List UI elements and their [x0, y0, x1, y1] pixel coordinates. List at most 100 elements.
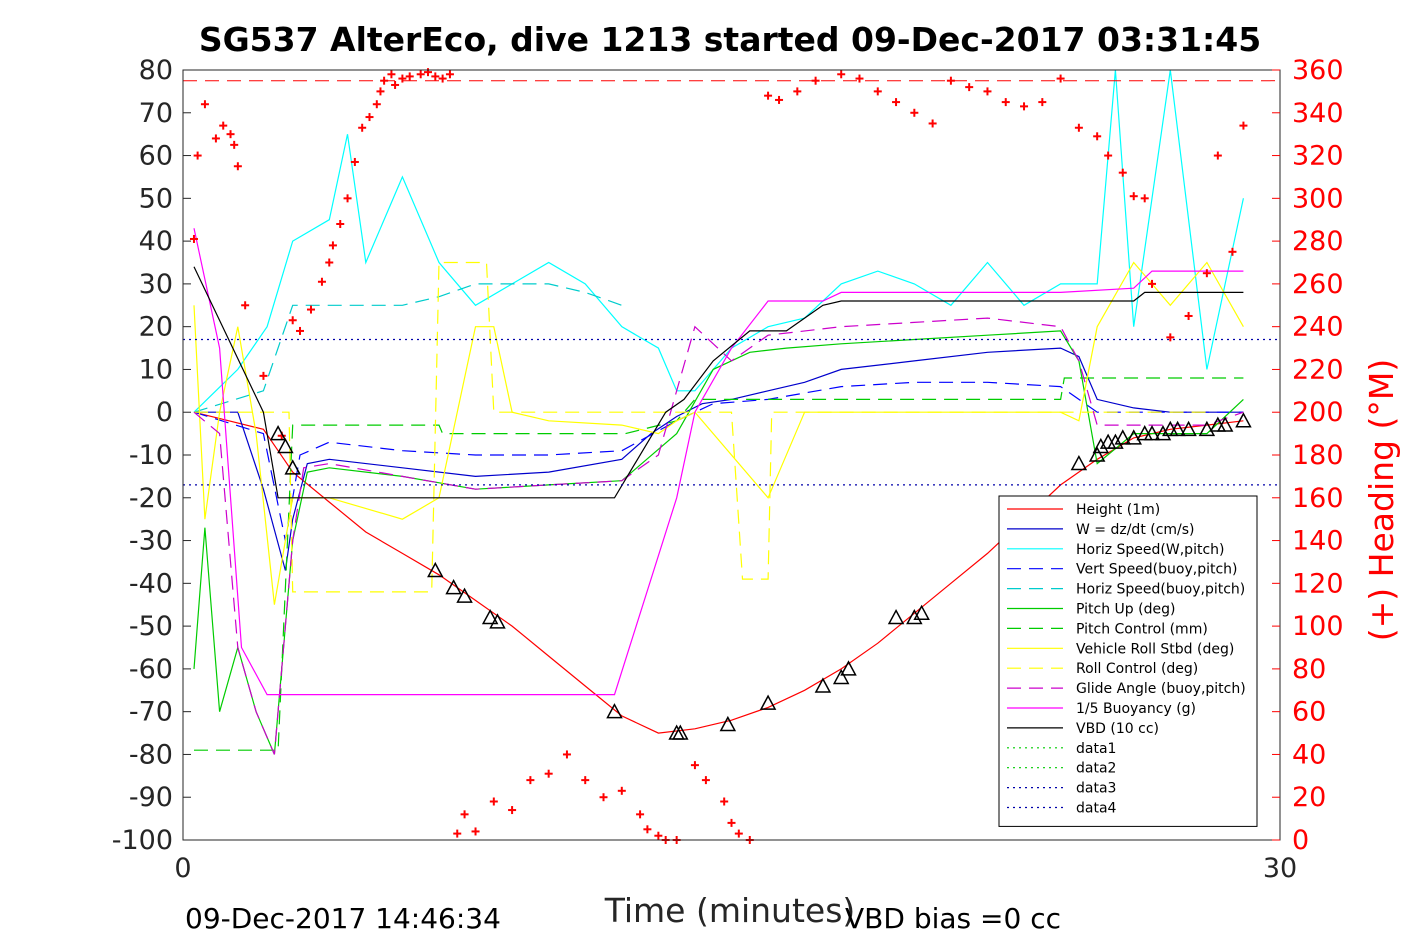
series-line-11 — [193, 266, 1244, 499]
y2-tick-label: 360 — [1292, 55, 1344, 86]
y-tick-label: -40 — [129, 568, 173, 599]
series-line-2 — [193, 69, 1244, 413]
heading-point — [1038, 98, 1047, 107]
series-line-8 — [194, 261, 1207, 593]
triangle-marker — [456, 587, 473, 603]
heading-point — [380, 76, 389, 85]
heading-point — [690, 761, 699, 770]
triangle-marker — [1180, 420, 1197, 437]
legend-label: Roll Control (deg) — [1076, 661, 1198, 677]
triangle-marker — [1154, 425, 1172, 441]
y2-tick-label: 140 — [1292, 526, 1344, 557]
triangle-marker — [719, 715, 737, 732]
triangle-marker — [427, 561, 444, 578]
heading-point — [391, 80, 400, 89]
legend-label: Horiz Speed(buoy,pitch) — [1076, 582, 1245, 598]
y2-tick-label: 20 — [1292, 782, 1326, 813]
heading-point — [219, 121, 228, 130]
triangle-marker — [1216, 416, 1234, 432]
heading-point — [398, 74, 407, 83]
heading-point — [1074, 123, 1083, 132]
heading-point — [296, 326, 305, 335]
heading-point — [460, 810, 469, 819]
y2-tick-label: 260 — [1292, 269, 1344, 300]
x-tick-label: 0 — [174, 853, 191, 884]
heading-point — [599, 793, 608, 802]
triangle-marker — [1169, 420, 1186, 437]
heading-point — [226, 130, 235, 139]
heading-point — [1001, 98, 1010, 107]
heading-point — [617, 786, 626, 795]
heading-point — [350, 157, 359, 166]
y2-tick-label: 240 — [1292, 312, 1344, 343]
y2-tick-label: 160 — [1292, 483, 1344, 514]
heading-point — [372, 100, 381, 109]
triangle-marker — [1107, 433, 1124, 449]
heading-point — [965, 83, 974, 92]
triangle-marker — [1143, 425, 1161, 441]
heading-point — [946, 76, 955, 85]
triangle-marker — [840, 660, 857, 676]
legend-label: data4 — [1076, 801, 1117, 817]
triangle-marker — [672, 724, 689, 740]
y-tick-label: 0 — [156, 397, 173, 428]
legend-label: Vert Speed(buoy,pitch) — [1076, 562, 1238, 578]
y-tick-label: -50 — [129, 611, 173, 642]
heading-point — [892, 98, 901, 107]
footer-timestamp: 09-Dec-2017 14:46:34 — [185, 902, 501, 935]
heading-point — [581, 776, 590, 785]
legend-label: Glide Angle (buoy,pitch) — [1076, 681, 1246, 697]
heading-point — [544, 769, 553, 778]
y2-tick-label: 120 — [1292, 568, 1344, 599]
heading-point — [764, 91, 773, 100]
y-tick-label: 50 — [139, 183, 173, 214]
heading-point — [1140, 194, 1149, 203]
legend-label: Vehicle Roll Stbd (deg) — [1076, 641, 1234, 657]
y-tick-label: 20 — [139, 312, 173, 343]
y2-axis-label: (+) Heading (°M) — [1362, 359, 1401, 641]
heading-point — [489, 797, 498, 806]
heading-point — [453, 829, 462, 838]
series-line-9 — [193, 317, 1244, 755]
heading-point — [343, 194, 352, 203]
heading-point — [508, 806, 517, 815]
y-tick-label: -60 — [129, 654, 173, 685]
y-tick-label: -90 — [129, 782, 173, 813]
heading-point — [1020, 102, 1029, 111]
heading-point — [654, 831, 663, 840]
heading-point — [387, 70, 396, 79]
triangle-marker — [832, 668, 850, 685]
y2-tick-label: 0 — [1292, 825, 1309, 856]
heading-point — [701, 776, 710, 785]
y-tick-label: -80 — [129, 739, 173, 770]
y-tick-label: -10 — [129, 440, 173, 471]
heading-point — [365, 113, 374, 122]
y-tick-label: 80 — [139, 55, 173, 86]
triangle-marker — [887, 608, 905, 625]
heading-point — [928, 119, 937, 128]
y2-tick-label: 340 — [1292, 98, 1344, 129]
triangle-marker — [1088, 446, 1106, 462]
x-tick-label: 30 — [1263, 853, 1297, 884]
heading-point — [526, 776, 535, 785]
y-axis-right: 3603403203002802602402202001801601401201… — [1272, 55, 1344, 856]
heading-point — [720, 797, 729, 806]
heading-point — [1104, 151, 1113, 160]
triangle-marker — [759, 694, 777, 710]
heading-point — [1228, 247, 1237, 256]
triangle-marker — [1092, 437, 1110, 454]
heading-point — [562, 750, 571, 759]
heading-point — [471, 827, 480, 836]
y-tick-label: -30 — [129, 526, 173, 557]
triangle-marker — [445, 579, 462, 595]
triangle-marker — [284, 459, 301, 475]
chart-title: SG537 AlterEco, dive 1213 started 09-Dec… — [199, 20, 1261, 59]
legend: Height (1m) W = dz/dt (cm/s) Horiz Speed(W… — [998, 495, 1258, 827]
legend-label: 1/5 Buoyancy (g) — [1076, 701, 1196, 717]
triangle-marker — [906, 608, 923, 625]
heading-point — [233, 162, 242, 171]
series-line-0 — [193, 411, 1244, 734]
heading-point — [643, 825, 652, 834]
y-tick-label: 10 — [139, 354, 173, 385]
